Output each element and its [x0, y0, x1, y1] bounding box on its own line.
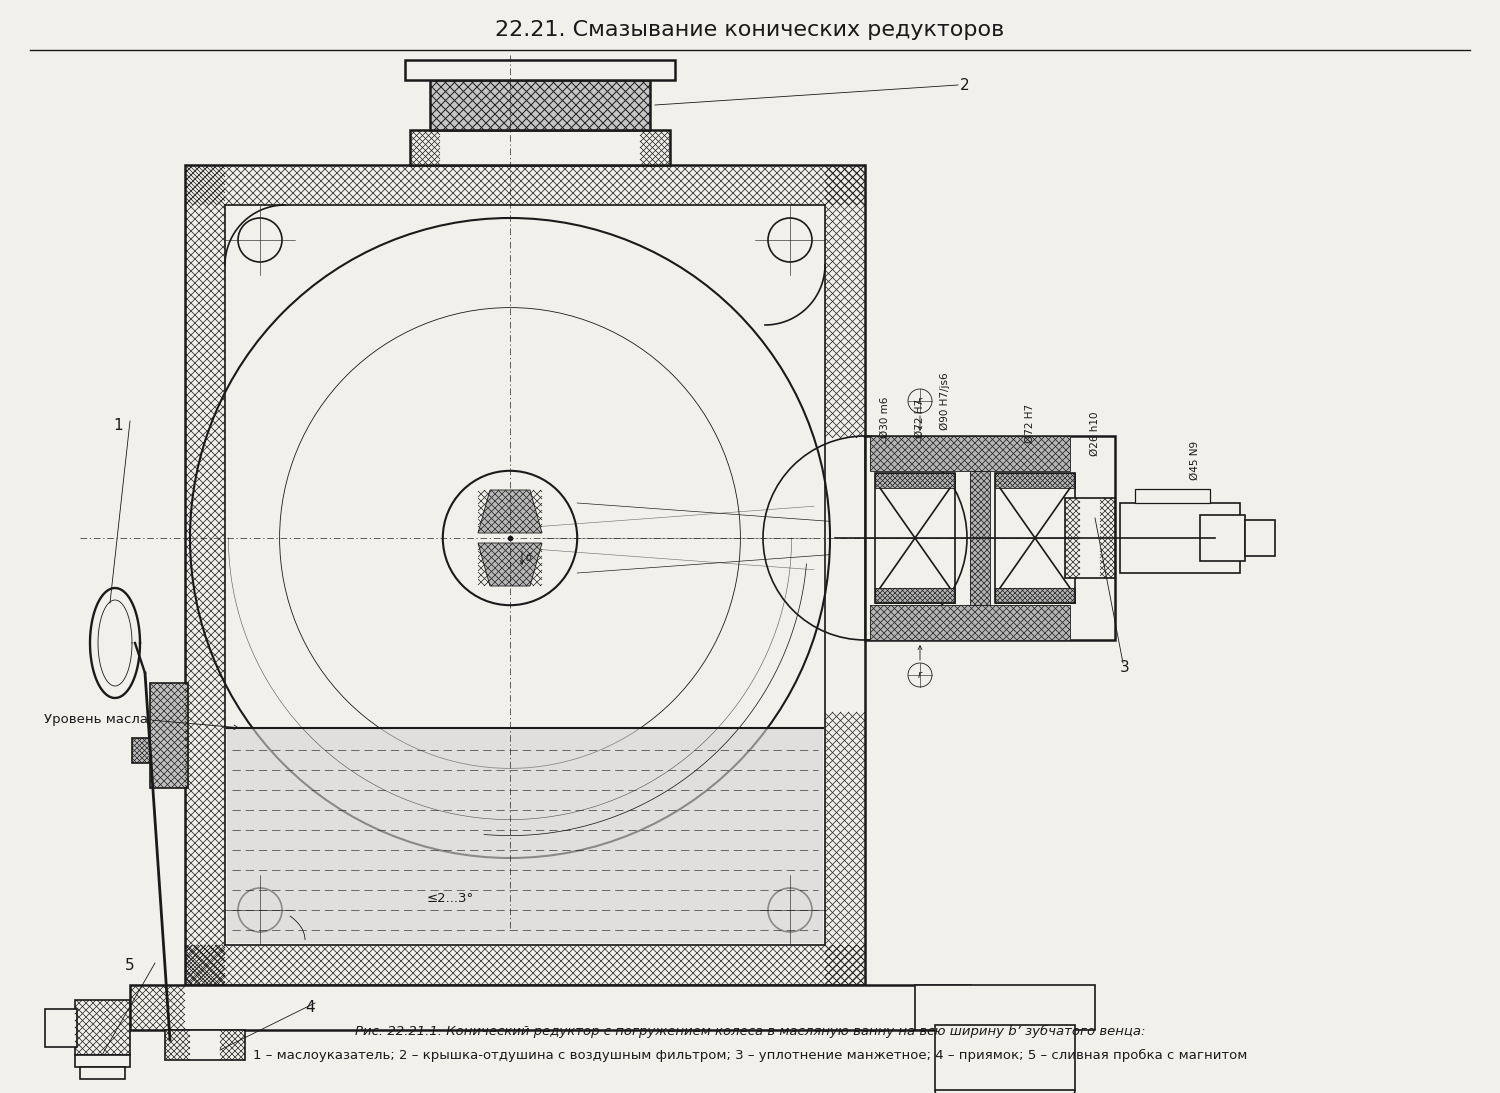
Text: 4: 4 [304, 1000, 315, 1015]
Bar [1245, 520, 1275, 556]
Text: r: r [918, 670, 922, 680]
Bar [184, 165, 865, 985]
Text: 5: 5 [124, 957, 135, 973]
Bar [915, 985, 1095, 1030]
Text: Ø26 h10: Ø26 h10 [1090, 411, 1100, 456]
Text: ≤2...3°: ≤2...3° [426, 892, 474, 905]
Text: Ø72 H7: Ø72 H7 [915, 399, 926, 438]
Text: 22.21. Смазывание конических редукторов: 22.21. Смазывание конических редукторов [495, 20, 1005, 40]
Bar [75, 1000, 130, 1055]
Bar [870, 606, 1070, 640]
Bar [994, 473, 1076, 487]
Text: Уровень масла: Уровень масла [44, 714, 148, 727]
Bar [874, 588, 956, 603]
Text: 1 – маслоуказатель; 2 – крышка-отдушина с воздушным фильтром; 3 – уплотнение ман: 1 – маслоуказатель; 2 – крышка-отдушина … [254, 1048, 1246, 1061]
Bar [934, 1025, 1076, 1090]
Bar [150, 683, 188, 788]
Bar [970, 471, 990, 606]
Text: б: б [526, 553, 532, 563]
Bar [405, 60, 675, 80]
Bar [1120, 503, 1240, 573]
Bar [410, 130, 670, 165]
Bar [430, 80, 650, 130]
Polygon shape [478, 543, 542, 586]
Bar [874, 473, 956, 487]
Polygon shape [478, 490, 542, 533]
Bar [1200, 515, 1245, 561]
Bar [45, 1009, 76, 1047]
Text: Ø90 H7/js6: Ø90 H7/js6 [940, 373, 950, 430]
Text: r: r [918, 396, 922, 406]
Bar [75, 1055, 130, 1067]
Text: Рис. 22.21.1. Конический редуктор с погружением колеса в масляную ванну на всю ш: Рис. 22.21.1. Конический редуктор с погр… [354, 1024, 1146, 1037]
Bar [132, 738, 150, 763]
Bar [1065, 498, 1114, 578]
Text: 2: 2 [960, 78, 969, 93]
Bar [870, 436, 1070, 471]
Bar [225, 205, 825, 945]
Text: Ø30 m6: Ø30 m6 [880, 397, 890, 438]
Bar [994, 588, 1076, 603]
Bar [994, 473, 1076, 603]
Text: 1: 1 [112, 418, 123, 433]
Bar [865, 436, 1114, 640]
Bar [130, 985, 971, 1030]
Text: 3: 3 [1120, 660, 1130, 675]
Bar [165, 1030, 244, 1060]
Bar [80, 1067, 124, 1079]
Text: Ø72 H7: Ø72 H7 [1024, 404, 1035, 443]
Text: Ø45 N9: Ø45 N9 [1190, 440, 1200, 480]
Bar [226, 728, 824, 943]
Bar [1136, 489, 1210, 503]
Bar [874, 473, 956, 603]
